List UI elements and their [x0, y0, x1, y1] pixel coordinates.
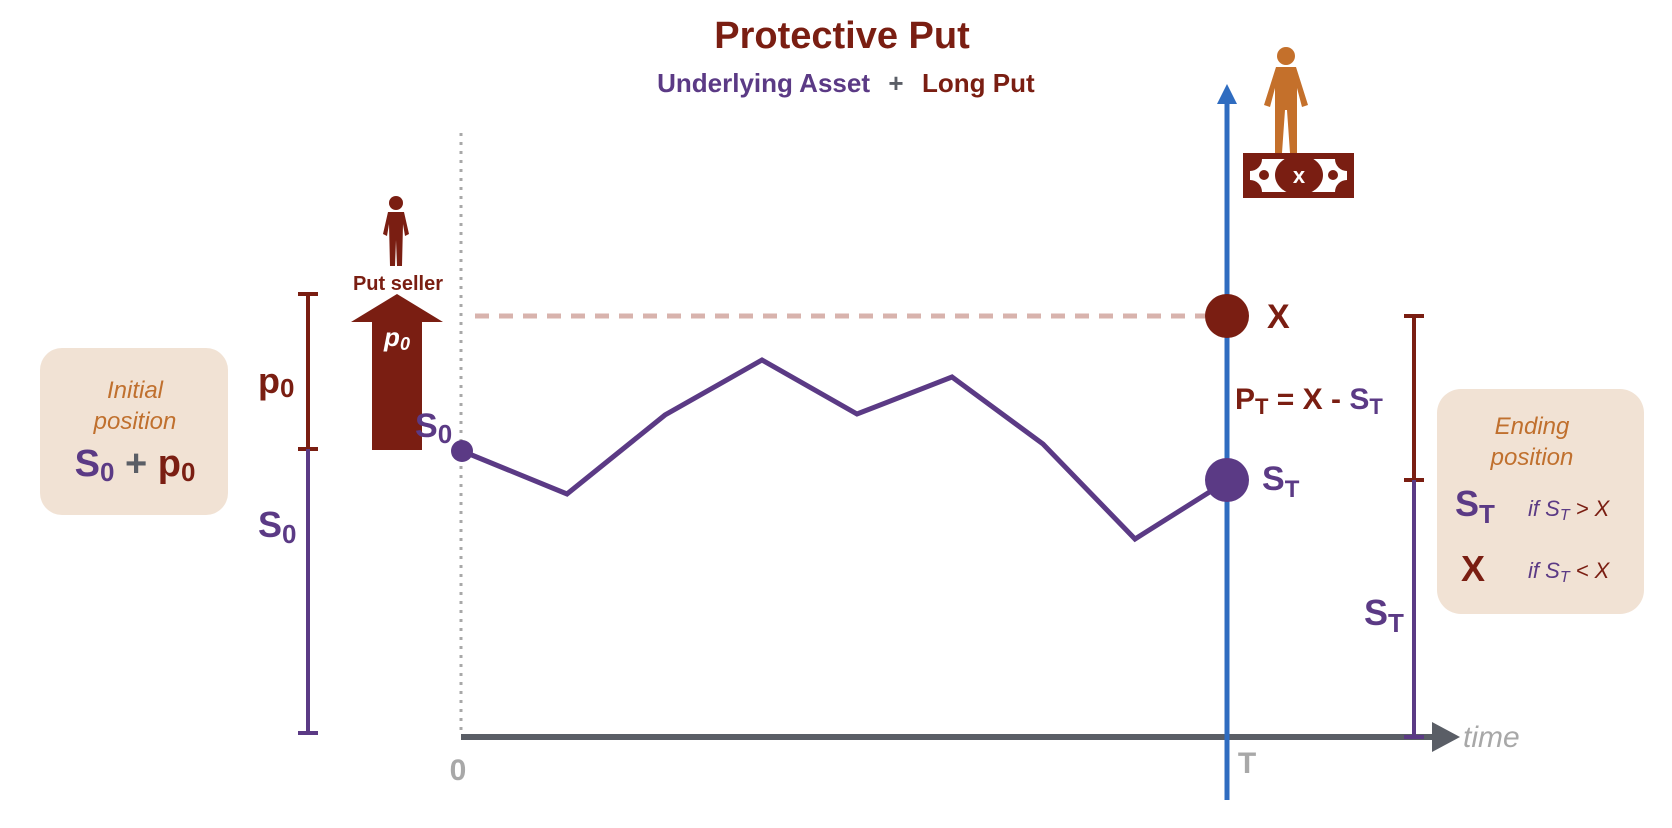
- formula-p: p: [158, 443, 181, 485]
- ending-panel-line2: position: [1490, 444, 1574, 471]
- expiry-axis-arrow-icon: [1217, 84, 1237, 104]
- ending-position-panel: Ending position ST if ST > X X if ST < X: [1437, 389, 1644, 614]
- price-path: [461, 357, 1229, 543]
- initial-panel-line2: position: [93, 408, 177, 435]
- subtitle: Underlying Asset + Long Put: [657, 68, 1035, 98]
- right-bracket: [1404, 314, 1424, 739]
- initial-panel-formula: S0 + p0: [75, 443, 196, 487]
- ending-row2-condition: if ST < X: [1528, 558, 1611, 586]
- axis-zero-label: 0: [450, 754, 467, 787]
- initial-position-panel: Initial position S0 + p0: [40, 348, 228, 515]
- ending-row2-value: X: [1461, 548, 1485, 589]
- x-point-label: X: [1267, 298, 1290, 336]
- s0-left-label: S0: [258, 504, 296, 549]
- formula-s-sub: 0: [100, 457, 114, 487]
- time-axis-label: time: [1463, 721, 1520, 754]
- arrow-p0-label: p0: [383, 322, 410, 354]
- person-icon: [1264, 47, 1308, 153]
- put-seller-person-icon: [383, 196, 409, 266]
- st-point: [1205, 458, 1249, 502]
- x-point: [1205, 294, 1249, 338]
- ending-row1-value: ST: [1455, 483, 1495, 529]
- st-right-label: ST: [1364, 592, 1404, 638]
- formula-s: S: [75, 443, 100, 485]
- time-axis-arrow-icon: [1432, 722, 1460, 752]
- axis-T-label: T: [1238, 747, 1256, 780]
- put-seller-label: Put seller: [353, 273, 443, 295]
- initial-panel-bg: [40, 348, 228, 515]
- pt-formula: PT = X - ST: [1235, 383, 1383, 419]
- initial-panel-line1: Initial: [107, 377, 164, 404]
- banknote-x-label: x: [1293, 163, 1306, 188]
- subtitle-plus: +: [888, 68, 903, 98]
- ending-row1-condition: if ST > X: [1528, 496, 1611, 524]
- subtitle-underlying: Underlying Asset: [657, 68, 870, 98]
- s0-point-label: S0: [415, 407, 452, 449]
- left-bracket: [298, 292, 318, 735]
- subtitle-long-put: Long Put: [922, 68, 1035, 98]
- ending-panel-bg: [1437, 389, 1644, 614]
- formula-plus: +: [114, 443, 157, 485]
- ending-panel-line1: Ending: [1495, 413, 1570, 440]
- p0-label: p0: [258, 360, 294, 403]
- formula-p-sub: 0: [181, 457, 195, 487]
- page-title: Protective Put: [714, 15, 970, 57]
- st-point-label: ST: [1262, 460, 1300, 503]
- s0-point: [451, 440, 473, 462]
- banknote-icon: x: [1243, 153, 1354, 198]
- up-arrow-icon: p0: [351, 294, 443, 450]
